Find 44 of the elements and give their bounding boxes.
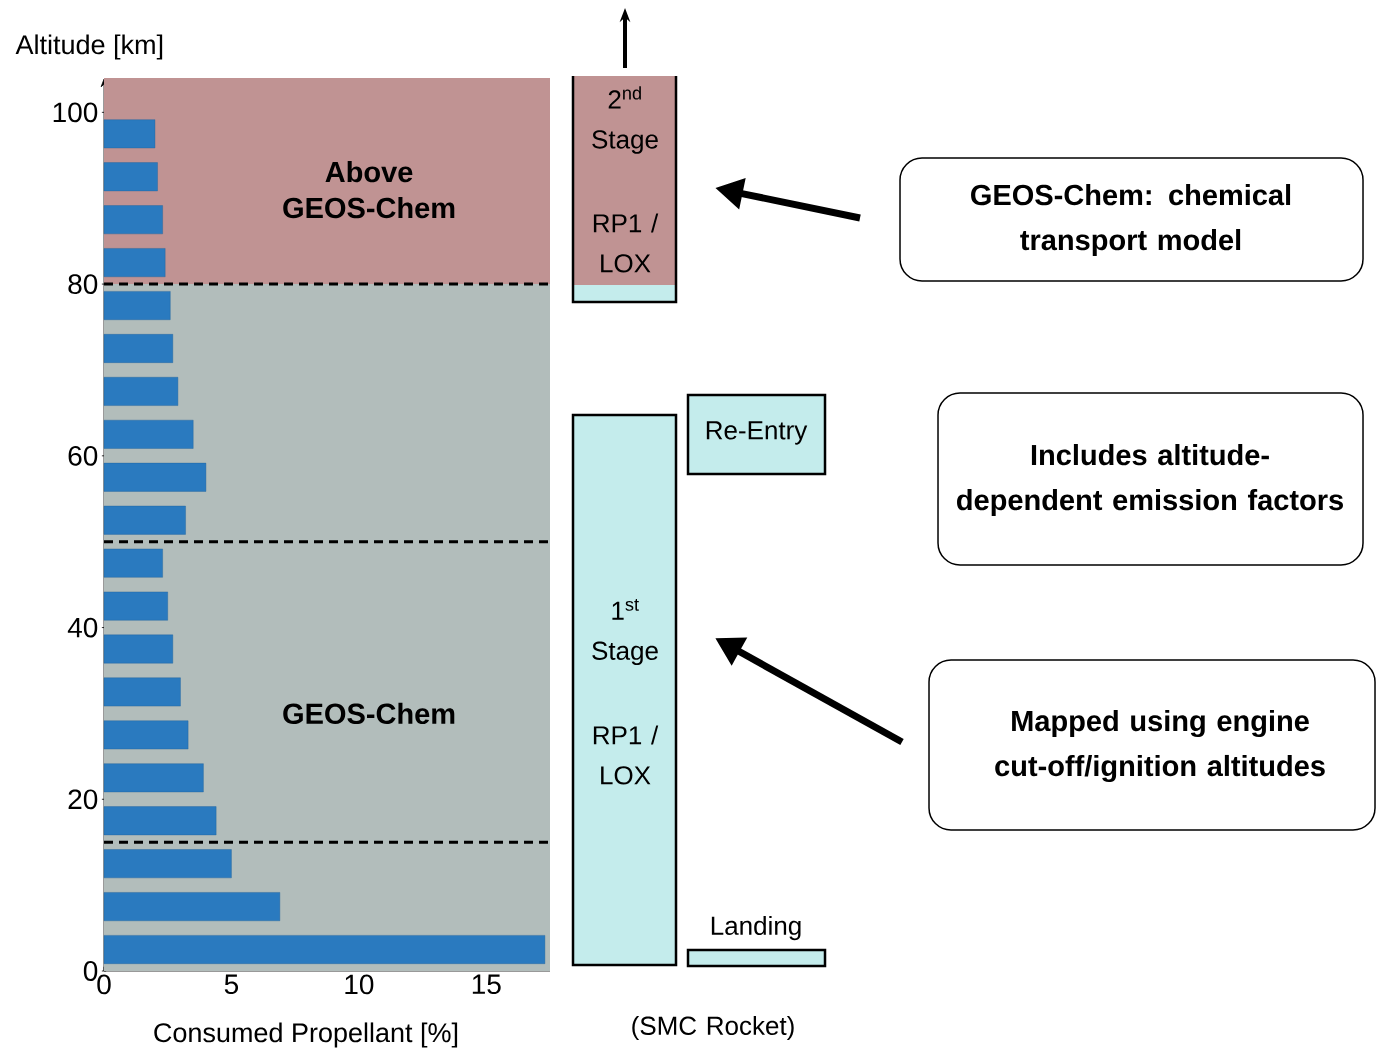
band-label: Above GEOS-Chem <box>283 160 455 219</box>
y-tick-label: 20 <box>68 789 98 810</box>
x-tick-label: 5 <box>224 974 239 995</box>
text: Re-Entry <box>706 421 808 445</box>
bar <box>103 806 217 836</box>
bar <box>103 419 194 449</box>
bar <box>103 377 179 406</box>
x-axis-title: Consumed Propellant [%] <box>154 1022 458 1048</box>
bar <box>103 162 158 192</box>
y-tick-label: 0 <box>83 961 98 981</box>
y-tick-label: 40 <box>67 617 98 638</box>
y-tick-label: 60 <box>68 445 98 466</box>
x-tick-label: 0 <box>97 974 111 995</box>
x-tick-label: 15 <box>472 974 501 995</box>
text: Landing <box>711 915 801 941</box>
y-tick-label: 100 <box>53 102 98 123</box>
bar <box>103 634 174 664</box>
bar <box>103 119 156 149</box>
bar <box>103 248 166 277</box>
bar <box>103 892 281 921</box>
text: 2$^{nd}$ Stage <box>592 86 658 154</box>
bar <box>103 935 546 964</box>
bar <box>103 334 174 363</box>
x-tick-label: 10 <box>345 974 374 995</box>
text: GEOS-Chem: chemical transport model <box>971 183 1291 257</box>
bar <box>103 291 171 320</box>
y-tick-label: 80 <box>68 274 98 294</box>
text: (SMC Rocket) <box>632 1015 794 1041</box>
text: Mapped using engine cut-off/ignition altitudes <box>995 709 1325 783</box>
bar <box>103 591 168 621</box>
bar <box>103 720 189 750</box>
text: RP1 / LOX <box>593 213 659 273</box>
bar <box>103 462 207 492</box>
bar <box>103 849 232 879</box>
bar <box>103 763 204 793</box>
band-label: GEOS-Chem <box>283 702 455 725</box>
text: 1$^{st}$ Stage <box>592 598 658 666</box>
text: RP1 / LOX <box>593 725 659 785</box>
bar <box>103 205 163 235</box>
bar <box>103 548 163 578</box>
bar <box>103 505 186 535</box>
bar <box>103 677 181 707</box>
text: Includes altitude-dependent emission factors <box>957 443 1343 517</box>
y-axis-title: Altitude [km] <box>15 34 163 60</box>
